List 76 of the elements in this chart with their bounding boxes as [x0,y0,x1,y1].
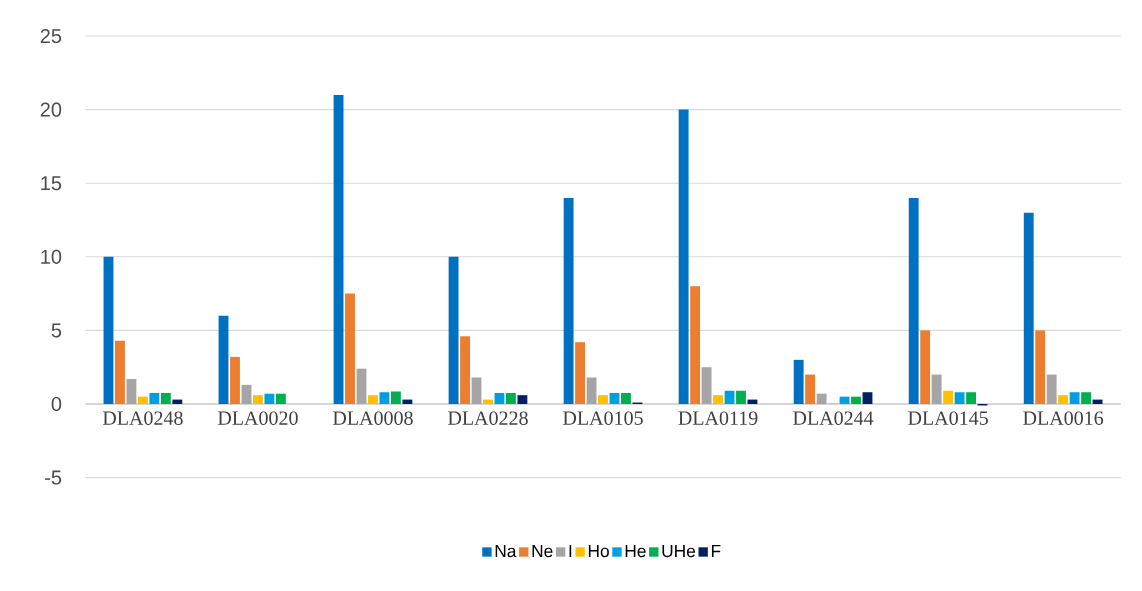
y-tick-label: 20 [40,102,62,117]
bar [575,342,586,405]
bar [862,392,873,405]
legend-label: UHe [662,545,696,558]
bar [253,395,263,405]
bar [954,392,965,405]
bar [390,391,401,405]
bar [103,256,114,405]
bar [1058,395,1069,405]
bar [678,109,689,405]
x-tick-label: DLA0105 [563,411,643,425]
x-tick-label: DLA0008 [332,411,413,425]
y-tick-label: 15 [41,176,62,191]
x-tick-label: DLA0248 [102,411,183,425]
bar [448,256,459,405]
x-tick-label: DLA0020 [217,411,298,425]
x-tick-label: DLA0145 [908,411,988,425]
bar [264,393,275,405]
x-tick-label: DLA0016 [1023,411,1104,425]
legend-label: Ho [588,545,609,558]
y-tick-label: 25 [40,28,62,44]
bar [230,356,240,405]
legend-label: F [711,545,721,557]
legend-label: I [569,545,572,557]
bar [379,392,390,405]
bar [218,315,229,405]
bar [931,374,942,405]
y-tick-label: 0 [51,396,62,412]
x-tick-label: DLA0119 [678,411,758,425]
bar [966,392,976,405]
bar [460,336,470,405]
bar [275,393,286,405]
bar [920,330,931,405]
bar [241,384,252,405]
bar [1046,374,1057,405]
bar [736,390,746,405]
bar [517,395,528,405]
bar [713,395,723,405]
bar [1035,330,1046,405]
bar [701,367,712,405]
bar [943,390,954,405]
bar [1069,392,1080,405]
bar [126,378,137,405]
bar [356,368,367,405]
bar [115,340,125,405]
bar [1081,392,1092,405]
bar [368,395,378,405]
legend-label: He [625,545,646,558]
legend-label: Na [495,545,517,558]
y-tick-label: -5 [45,470,62,485]
bar [506,392,516,405]
bar [621,392,631,405]
bar [609,392,620,405]
bar [483,399,493,405]
y-tick-label: 10 [41,249,62,264]
bar [563,197,574,405]
bar [149,392,160,405]
legend-label: Ne [532,545,553,558]
bar [494,392,505,405]
bar [805,374,816,405]
bar [333,94,344,405]
bar [598,395,608,405]
bar [137,396,148,405]
bar [793,359,804,405]
bar [172,399,183,405]
x-tick-label: DLA0228 [448,411,528,425]
y-tick-label: 5 [51,323,62,338]
bar [345,293,355,405]
bar [690,286,701,405]
bar [816,393,827,405]
x-tick-label: DLA0244 [793,411,874,425]
bar [402,399,413,405]
bar [1023,212,1034,405]
bar [160,392,171,405]
bar [851,396,861,405]
bar [908,197,919,405]
